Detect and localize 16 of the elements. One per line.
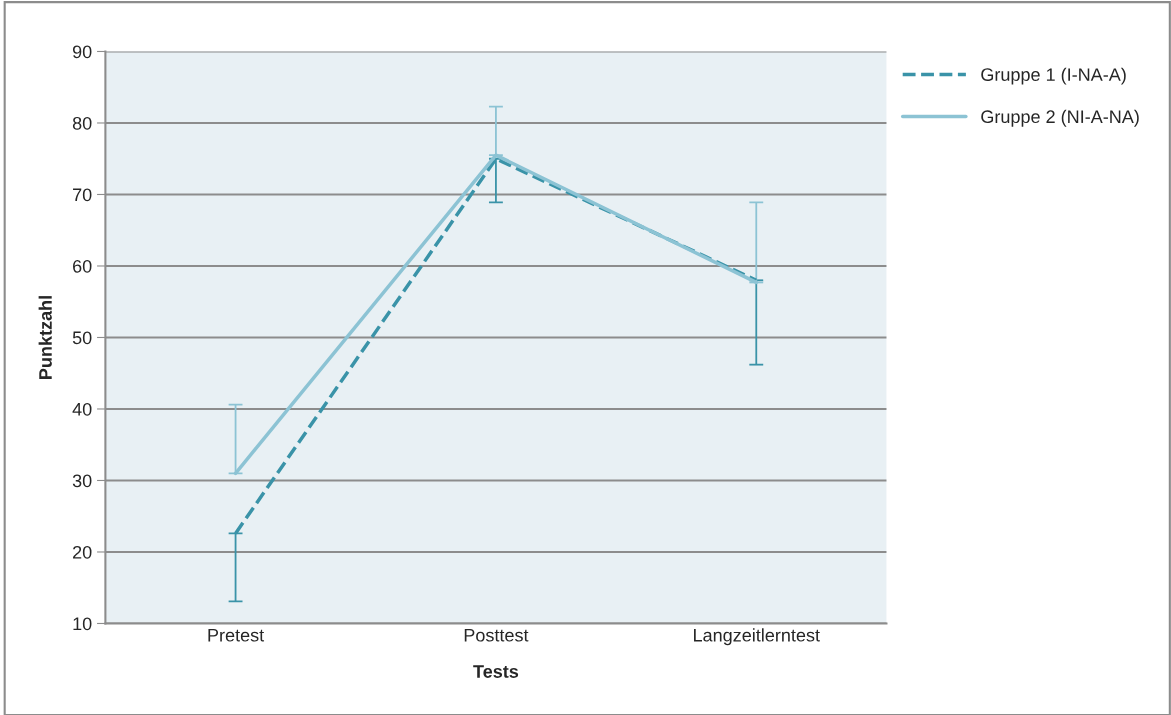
y-axis-title: Punktzahl xyxy=(38,296,52,379)
y-tick-label: 90 xyxy=(72,45,92,59)
x-tick-label: Posttest xyxy=(464,629,529,642)
x-tick-label: Langzeitlerntest xyxy=(694,628,820,646)
legend-label: Gruppe 1 (I-NA-A) xyxy=(981,67,1126,85)
y-tick-label: 10 xyxy=(73,617,92,631)
legend-label: Gruppe 2 (NI-A-NA) xyxy=(981,109,1139,127)
y-tick-label: 20 xyxy=(73,545,92,559)
y-tick-label: 30 xyxy=(72,474,92,488)
y-tick-label: 80 xyxy=(72,116,92,130)
y-tick-label: 50 xyxy=(72,331,92,345)
y-tick-label: 60 xyxy=(73,259,92,273)
x-tick-label: Pretest xyxy=(208,629,265,642)
y-tick-label: 70 xyxy=(73,188,92,202)
y-tick-label: 40 xyxy=(72,402,92,416)
x-axis-title: Tests xyxy=(473,665,519,678)
